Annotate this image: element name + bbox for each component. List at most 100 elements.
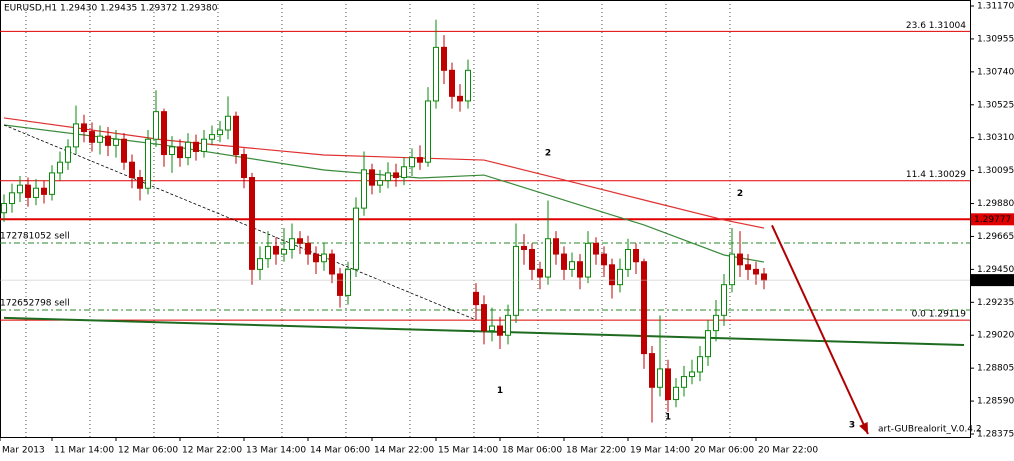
y-tick-label: 1.30525 bbox=[977, 100, 1014, 110]
candle-body bbox=[57, 161, 63, 174]
candle-body bbox=[1, 203, 7, 214]
candle-body bbox=[449, 69, 455, 97]
candle-body bbox=[521, 245, 527, 250]
candle-body bbox=[33, 187, 39, 198]
wave-label: 1 bbox=[497, 386, 503, 396]
candle-body bbox=[513, 245, 519, 316]
candle-body bbox=[593, 242, 599, 255]
candle-body bbox=[281, 248, 287, 255]
candle-body bbox=[305, 242, 311, 255]
wave-label: 1 bbox=[665, 413, 671, 423]
candle-body bbox=[585, 242, 591, 278]
candle-body bbox=[137, 177, 143, 189]
candle-body bbox=[537, 268, 543, 278]
candle-body bbox=[553, 238, 559, 255]
candle-body bbox=[297, 238, 303, 244]
y-tick-label: 1.30740 bbox=[977, 67, 1014, 77]
candle-body bbox=[577, 261, 583, 278]
candle-body bbox=[177, 146, 183, 159]
x-tick-label: 13 Mar 14:00 bbox=[246, 446, 306, 456]
candle-body bbox=[97, 135, 103, 143]
candle-body bbox=[361, 169, 367, 209]
candle-body bbox=[321, 253, 327, 263]
candle-body bbox=[505, 314, 511, 336]
x-tick-label: 18 Mar 06:00 bbox=[502, 446, 562, 456]
candle-body bbox=[145, 138, 151, 189]
candle-body bbox=[49, 172, 55, 195]
candle-body bbox=[105, 135, 111, 146]
y-tick-label: 1.30095 bbox=[977, 166, 1014, 176]
wave-label: 2 bbox=[737, 189, 743, 199]
chart-header: EURUSD,H1 1.29430 1.29435 1.29372 1.2938… bbox=[4, 4, 218, 14]
candle-body bbox=[377, 180, 383, 186]
candle-body bbox=[689, 371, 695, 378]
candle-body bbox=[353, 207, 359, 270]
candle-body bbox=[409, 157, 415, 168]
x-tick-label: 14 Mar 22:00 bbox=[374, 446, 434, 456]
x-tick-label: 11 Mar 14:00 bbox=[54, 446, 114, 456]
candle-body bbox=[569, 261, 575, 270]
candle-body bbox=[473, 291, 479, 306]
candle-body bbox=[193, 141, 199, 152]
candle-body bbox=[257, 258, 263, 270]
x-tick-label: 15 Mar 14:00 bbox=[438, 446, 498, 456]
candle-body bbox=[665, 368, 671, 401]
candle-body bbox=[81, 123, 87, 133]
y-tick-label: 1.31170 bbox=[977, 2, 1014, 12]
candle-body bbox=[329, 253, 335, 275]
y-tick-label: 1.29235 bbox=[977, 298, 1014, 308]
candle-body bbox=[385, 172, 391, 182]
level-box bbox=[971, 213, 1014, 226]
candle-body bbox=[201, 138, 207, 152]
x-tick-label: 12 Mar 22:00 bbox=[182, 446, 242, 456]
candle-body bbox=[545, 238, 551, 278]
candle-body bbox=[129, 161, 135, 179]
arrow-head bbox=[859, 422, 868, 434]
candle-body bbox=[233, 115, 239, 156]
y-tick-label: 1.28805 bbox=[977, 364, 1014, 374]
y-tick-label: 1.28590 bbox=[977, 397, 1014, 407]
candle-body bbox=[265, 245, 271, 260]
candle-body bbox=[761, 273, 767, 281]
candle-body bbox=[121, 138, 127, 163]
candle-body bbox=[641, 261, 647, 355]
candle-body bbox=[161, 111, 167, 156]
candle-body bbox=[401, 166, 407, 179]
candle-body bbox=[625, 248, 631, 270]
y-tick-label: 1.29450 bbox=[977, 265, 1014, 275]
candle-body bbox=[561, 253, 567, 270]
candle-body bbox=[529, 248, 535, 270]
order-label: 172652798 sell bbox=[0, 298, 70, 308]
level-label: 0.0 1.29119 bbox=[912, 310, 967, 320]
x-tick-label: 19 Mar 14:00 bbox=[630, 446, 690, 456]
candle-body bbox=[729, 253, 735, 286]
candle-body bbox=[73, 123, 79, 148]
candle-body bbox=[489, 325, 495, 332]
y-tick-label: 1.30955 bbox=[977, 34, 1014, 44]
candle-body bbox=[225, 115, 231, 131]
footer-label: art-GUBrealorit_V.0.4.2 bbox=[878, 425, 982, 435]
candle-body bbox=[497, 325, 503, 336]
candle-body bbox=[737, 253, 743, 266]
candle-body bbox=[241, 154, 247, 179]
price-label: 1.29380 bbox=[974, 276, 1011, 286]
candle-body bbox=[601, 253, 607, 266]
candle-body bbox=[633, 248, 639, 263]
x-tick-label: 12 Mar 06:00 bbox=[118, 446, 178, 456]
candle-body bbox=[369, 169, 375, 186]
candle-body bbox=[441, 46, 447, 71]
y-tick-label: 1.30310 bbox=[977, 133, 1014, 143]
candle-body bbox=[337, 273, 343, 296]
candle-body bbox=[313, 253, 319, 263]
candle-body bbox=[673, 386, 679, 401]
candle-body bbox=[217, 129, 223, 136]
order-label: 172781052 sell bbox=[0, 232, 70, 242]
candle-body bbox=[17, 184, 23, 194]
candle-body bbox=[609, 264, 615, 286]
candle-body bbox=[433, 46, 439, 102]
candle-body bbox=[649, 353, 655, 388]
candle-body bbox=[41, 187, 47, 195]
x-tick-label: 14 Mar 06:00 bbox=[310, 446, 370, 456]
